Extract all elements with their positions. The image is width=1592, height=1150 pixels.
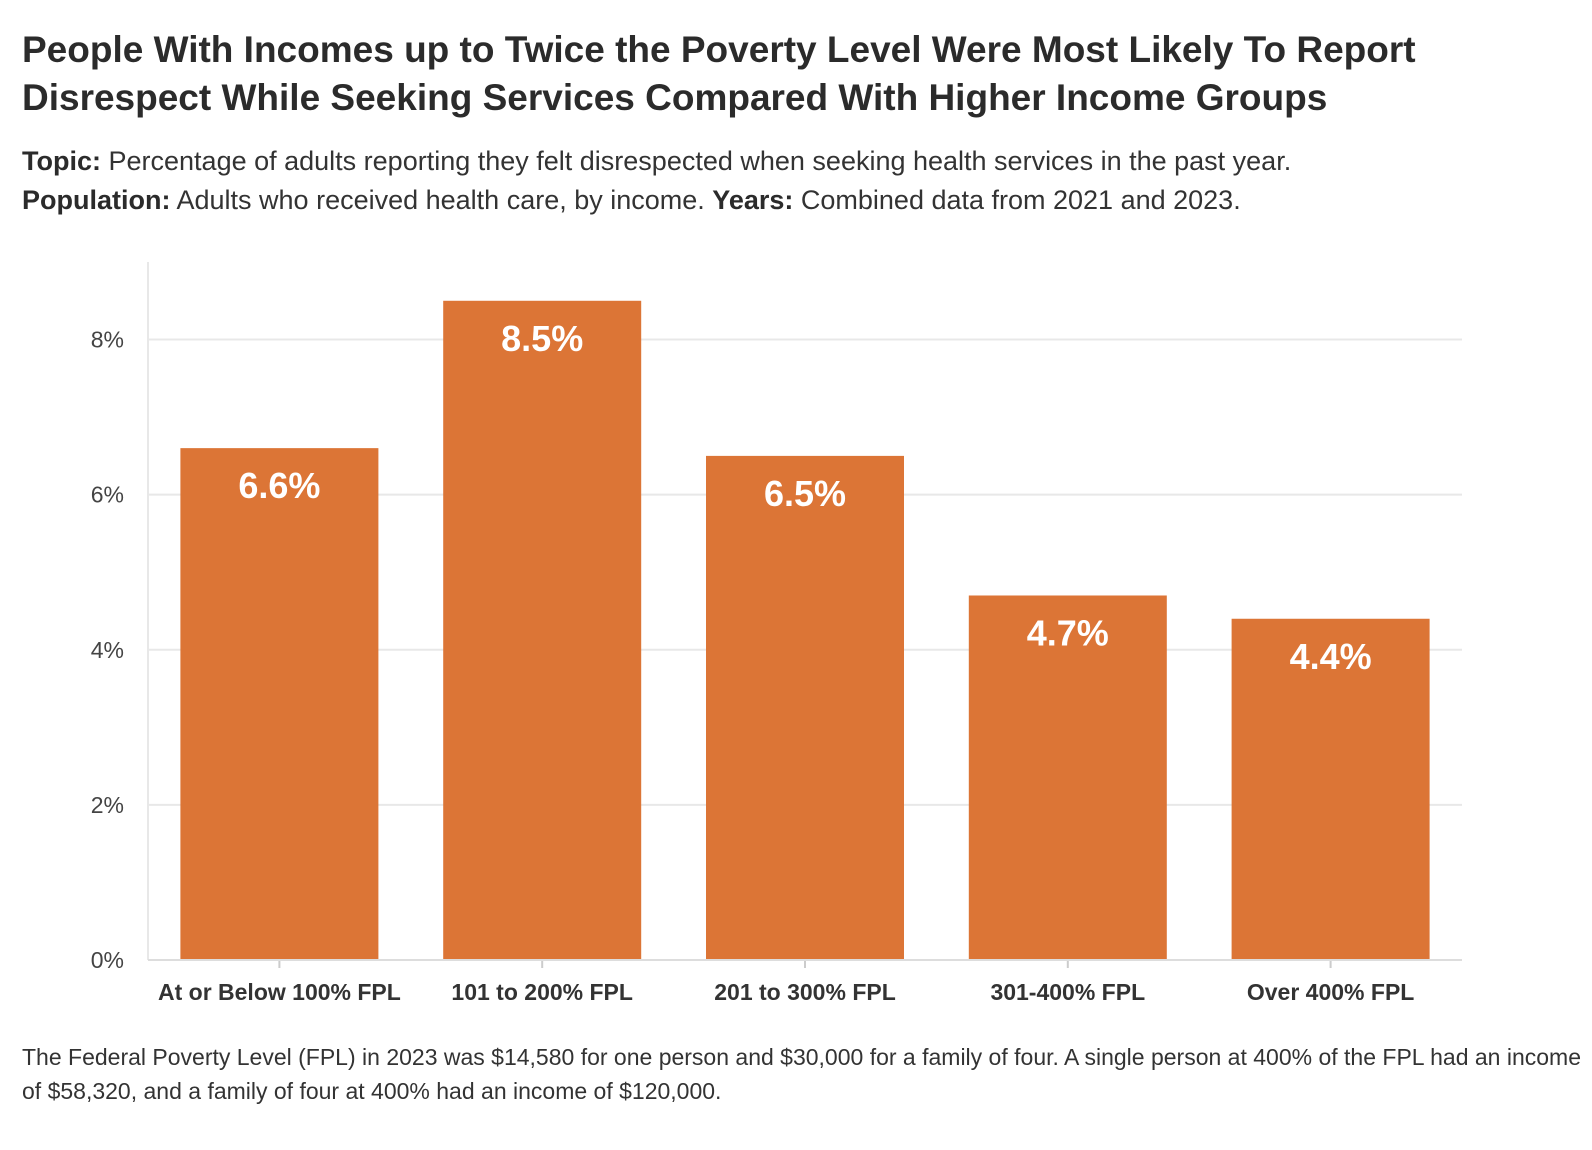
x-tick-label: 101 to 200% FPL — [451, 979, 633, 1005]
x-tick-label: Over 400% FPL — [1247, 979, 1414, 1005]
y-tick-label: 8% — [91, 327, 124, 353]
chart-title: People With Incomes up to Twice the Pove… — [22, 29, 1416, 118]
bar-data-label: 6.6% — [238, 465, 320, 506]
chart-subtitle: Topic: Percentage of adults reporting th… — [22, 142, 1582, 220]
bar — [443, 300, 642, 960]
y-tick-label: 0% — [91, 947, 124, 973]
bar-data-label: 8.5% — [501, 318, 583, 359]
bar-data-label: 4.4% — [1290, 636, 1372, 677]
y-tick-label: 4% — [91, 637, 124, 663]
y-tick-label: 2% — [91, 792, 124, 818]
years-text: Combined data from 2021 and 2023. — [800, 185, 1241, 215]
topic-label: Topic: — [22, 146, 101, 176]
bar — [1231, 618, 1430, 960]
years-label: Years: — [712, 185, 794, 215]
footnote: The Federal Poverty Level (FPL) in 2023 … — [22, 1044, 1581, 1104]
x-tick-label: At or Below 100% FPL — [158, 979, 401, 1005]
x-tick-label: 301-400% FPL — [990, 979, 1145, 1005]
y-tick-label: 6% — [91, 482, 124, 508]
bar — [180, 448, 379, 960]
population-text: Adults who received health care, by inco… — [176, 185, 705, 215]
population-label: Population: — [22, 185, 171, 215]
bar-data-label: 6.5% — [764, 473, 846, 514]
x-tick-label: 201 to 300% FPL — [714, 979, 896, 1005]
bar-data-label: 4.7% — [1027, 612, 1109, 653]
bar — [968, 595, 1167, 960]
bar — [706, 455, 904, 960]
topic-text: Percentage of adults reporting they felt… — [108, 146, 1292, 176]
